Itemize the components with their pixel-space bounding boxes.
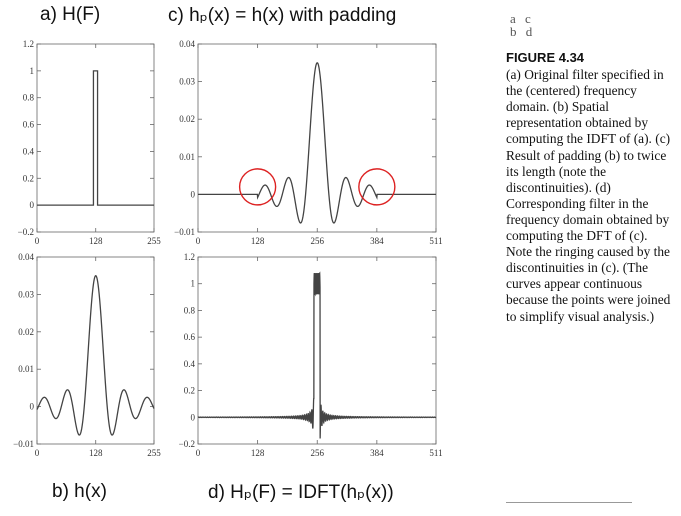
chart-a: −0.200.20.40.60.811.20 128 255 bbox=[18, 39, 162, 246]
y-tick-label: −0.01 bbox=[13, 439, 34, 449]
x-tick-label: 0 bbox=[35, 236, 40, 246]
y-tick-label: 0.4 bbox=[184, 359, 196, 369]
y-tick-label: 0 bbox=[191, 189, 196, 199]
y-tick-label: 1 bbox=[191, 279, 196, 289]
y-tick-label: 1.2 bbox=[184, 252, 195, 262]
x-tick-label: 128 bbox=[89, 236, 103, 246]
grid-key-row-1: a c bbox=[510, 11, 534, 26]
y-tick-label: 1.2 bbox=[23, 39, 34, 49]
figure-label: FIGURE 4.34 bbox=[506, 50, 585, 65]
series-line bbox=[198, 62, 436, 224]
y-tick-label: 0.03 bbox=[179, 77, 195, 87]
y-tick-label: 0.04 bbox=[18, 252, 34, 262]
y-tick-label: 0.4 bbox=[23, 146, 35, 156]
y-tick-label: 0.6 bbox=[184, 332, 196, 342]
panel-title-a: a) H(F) bbox=[40, 4, 101, 25]
panel-grid-key: a c b d bbox=[510, 12, 535, 38]
x-tick-label: 511 bbox=[429, 236, 442, 246]
x-tick-label: 128 bbox=[89, 448, 103, 458]
x-tick-label: 128 bbox=[251, 236, 265, 246]
y-tick-label: 0.8 bbox=[23, 93, 35, 103]
plot-frame bbox=[36, 256, 155, 445]
y-tick-label: 0 bbox=[191, 412, 196, 422]
x-tick-label: 384 bbox=[370, 236, 384, 246]
y-tick-label: 0.8 bbox=[184, 305, 196, 315]
y-tick-label: 0.02 bbox=[179, 114, 195, 124]
x-tick-label: 0 bbox=[196, 236, 201, 246]
x-tick-label: 256 bbox=[310, 448, 324, 458]
x-tick-label: 255 bbox=[147, 448, 161, 458]
panel-title-b: b) h(x) bbox=[52, 481, 107, 502]
figure-caption: FIGURE 4.34 (a) Original filter specifie… bbox=[506, 50, 676, 325]
panel-title-d: d) Hₚ(F) = IDFT(hₚ(x)) bbox=[208, 482, 394, 503]
figure-caption-text: (a) Original filter specified in the (ce… bbox=[506, 67, 671, 324]
panel-title-c: c) hₚ(x) = h(x) with padding bbox=[168, 5, 397, 26]
x-tick-label: 384 bbox=[370, 448, 384, 458]
y-tick-label: 0.6 bbox=[23, 120, 35, 130]
y-tick-label: 1 bbox=[30, 66, 35, 76]
y-tick-label: 0 bbox=[30, 402, 35, 412]
discontinuity-circle bbox=[358, 168, 396, 206]
caption-divider bbox=[506, 502, 632, 503]
y-tick-label: −0.01 bbox=[174, 227, 195, 237]
y-tick-label: 0.04 bbox=[179, 39, 195, 49]
plot-frame bbox=[36, 43, 155, 233]
x-tick-label: 0 bbox=[35, 448, 40, 458]
y-tick-label: 0.01 bbox=[18, 364, 34, 374]
y-tick-label: 0 bbox=[30, 200, 35, 210]
x-tick-label: 256 bbox=[310, 236, 324, 246]
grid-key-row-2: b d bbox=[510, 24, 536, 39]
y-tick-label: 0.02 bbox=[18, 327, 34, 337]
y-tick-label: 0.2 bbox=[23, 173, 34, 183]
x-tick-label: 511 bbox=[429, 448, 442, 458]
y-tick-label: −0.2 bbox=[18, 227, 34, 237]
plot-frame bbox=[197, 43, 437, 233]
y-tick-label: 0.2 bbox=[184, 386, 195, 396]
y-tick-label: 0.01 bbox=[179, 152, 195, 162]
chart-d: −0.200.20.40.60.811.20 128 256 384 511 bbox=[179, 252, 443, 458]
y-tick-label: 0.03 bbox=[18, 289, 34, 299]
x-tick-label: 128 bbox=[251, 448, 265, 458]
x-tick-label: 255 bbox=[147, 236, 161, 246]
series-line bbox=[37, 70, 154, 206]
discontinuity-circle bbox=[238, 168, 277, 206]
series-line bbox=[36, 275, 155, 436]
y-tick-label: −0.2 bbox=[179, 439, 195, 449]
series-line bbox=[197, 271, 437, 439]
x-tick-label: 0 bbox=[196, 448, 201, 458]
